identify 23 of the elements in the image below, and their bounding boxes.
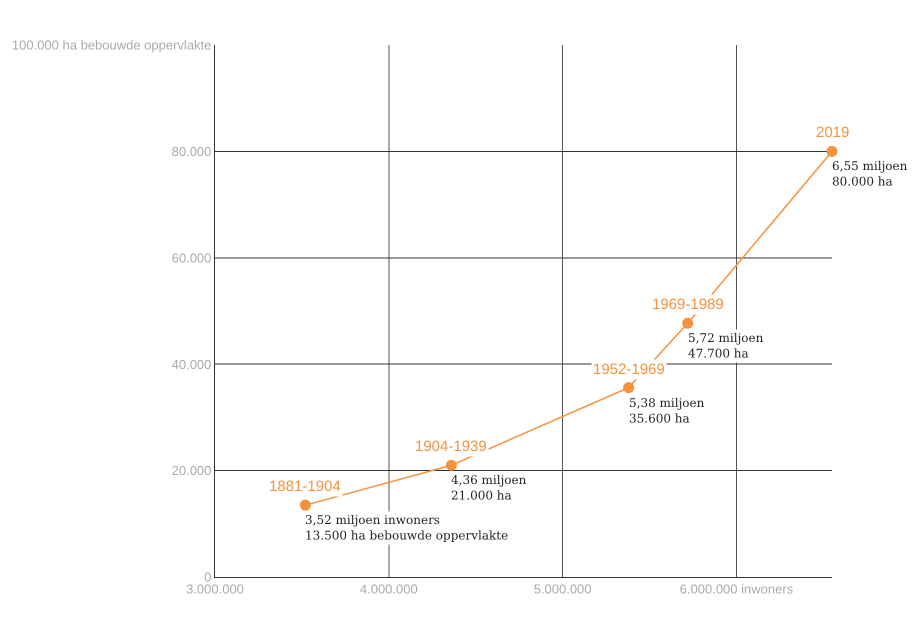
y-tick-label: 20.000 (172, 463, 212, 478)
annotation: 3,52 miljoen inwoners 13.500 ha bebouwde oppervlakte (305, 513, 508, 543)
annotation: 5,38 miljoen 35.600 ha (629, 396, 705, 426)
point (623, 382, 634, 394)
y-tick-label: 100.000 ha bebouwde oppervlakte (12, 38, 212, 53)
point (300, 500, 311, 511)
annotation: 1952-1969 (593, 361, 665, 378)
point (826, 146, 838, 157)
annotation: 5,72 miljoen 47.700 ha (688, 331, 764, 361)
annotation: 1881-1904 (269, 478, 341, 495)
point (446, 460, 457, 471)
annotation: 1969-1989 (652, 296, 724, 313)
annotation: 1904-1939 (415, 438, 487, 455)
x-tick-label: 4.000.000 (360, 582, 418, 597)
annotation: 6,55 miljoen 80.000 ha (832, 159, 908, 189)
y-tick-label: 60.000 (172, 250, 212, 266)
annotation: 4,36 miljoen 21.000 ha (451, 473, 527, 503)
y-tick-label: 40.000 (172, 356, 212, 372)
y-tick-label: 80.000 (172, 144, 212, 159)
annotation: 2019 (816, 124, 850, 141)
point (682, 318, 694, 329)
x-tick-label: 5.000.000 (534, 582, 592, 597)
x-tick-label: 6.000.000 inwoners (680, 582, 794, 597)
